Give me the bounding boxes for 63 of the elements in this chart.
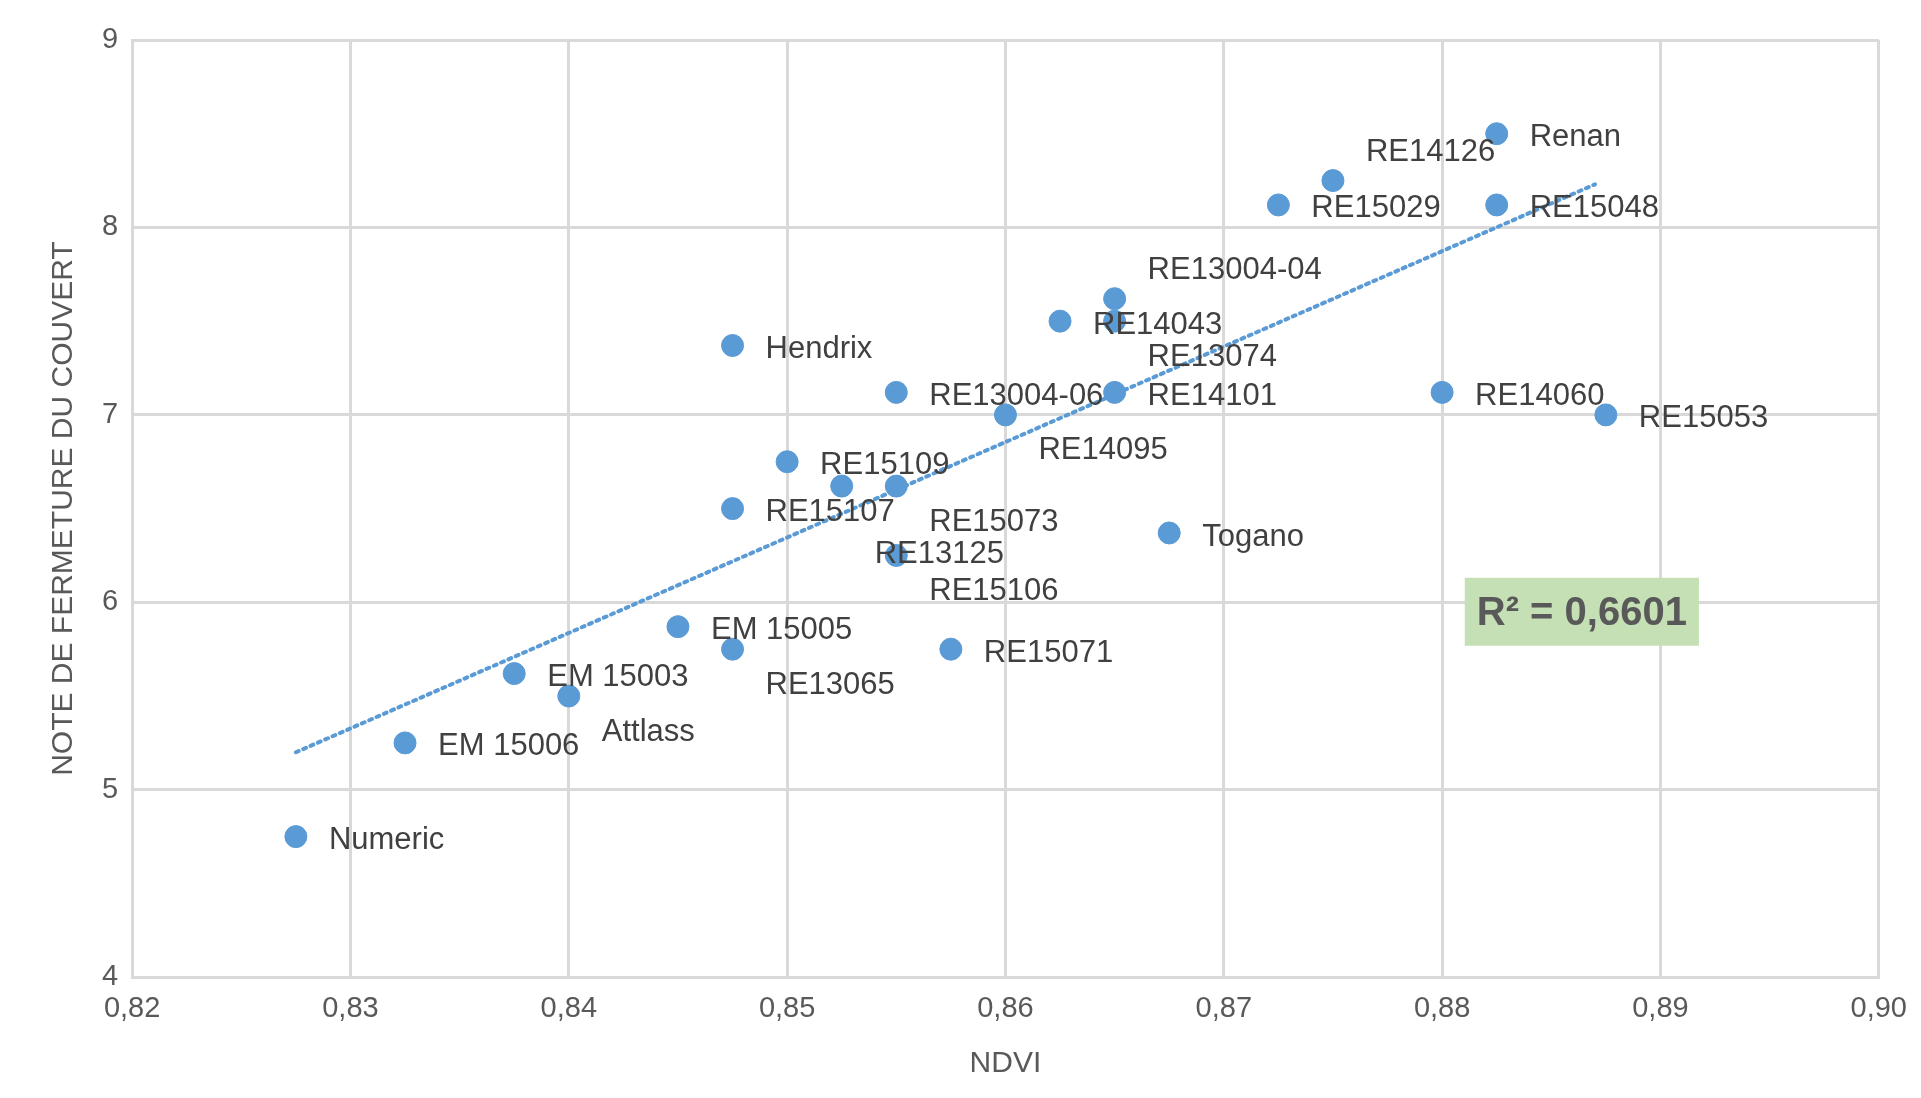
data-label: RE15106 [929,572,1059,608]
data-label: EM 15003 [547,658,689,694]
point [1430,380,1454,404]
point [393,731,417,755]
data-label: RE15029 [1311,189,1441,225]
point [1485,193,1509,217]
point [884,474,908,498]
point [502,662,526,686]
data-label: RE14095 [1038,431,1168,467]
data-label: RE15073 [929,502,1059,538]
data-label: Numeric [328,821,445,857]
y-tick-label: 6 [101,584,119,617]
data-label: Hendrix [765,330,873,366]
data-label: RE15071 [983,633,1114,669]
x-tick-label: 0,89 [1632,990,1689,1023]
point [666,615,690,639]
point [284,825,308,849]
x-tick-label: 0,83 [322,990,379,1023]
point [721,334,745,358]
point [1157,521,1181,545]
data-label: EM 15005 [710,611,853,647]
data-label: RE13065 [765,665,895,701]
point [1594,403,1618,427]
data-label: RE15048 [1529,189,1659,225]
data-label: RE13004-06 [929,376,1104,412]
point [1321,169,1345,193]
x-tick-label: 0,86 [977,990,1034,1023]
point [1103,380,1127,404]
y-tick-label: 9 [101,22,119,54]
data-label: RE14101 [1147,376,1277,412]
y-tick-label: 5 [101,771,119,804]
data-label: RE15053 [1638,399,1769,435]
x-tick-label: 0,85 [758,990,816,1023]
point [1048,309,1072,333]
point [721,497,745,521]
y-axis-title: NOTE DE FERMETURE DU COUVERT [45,241,79,776]
x-axis-title: NDVI [969,1045,1042,1079]
data-label: Renan [1529,118,1622,154]
x-tick-label: 0,84 [540,990,598,1023]
y-tick-label: 8 [101,209,119,242]
data-label: RE14126 [1365,133,1496,169]
data-label: Togano [1202,517,1304,553]
point [557,684,581,708]
point [721,637,745,661]
data-label: RE13004-04 [1147,251,1322,287]
x-tick-label: 0,88 [1413,990,1471,1023]
x-tick-label: 0,90 [1850,990,1908,1023]
x-tick-label: 0,82 [103,990,161,1023]
point [830,474,854,498]
data-label: EM 15006 [438,727,580,763]
point [939,637,963,661]
y-tick-label: 7 [101,396,119,429]
y-tick-label: 4 [101,959,119,992]
point [775,450,799,474]
point [884,380,908,404]
point [1266,193,1290,217]
data-label: RE14060 [1475,376,1605,412]
data-label: RE15109 [820,446,950,482]
x-tick-label: 0,87 [1195,990,1253,1023]
annotation: R² = 0,6601 [1476,588,1687,633]
point [1103,287,1127,311]
data-label: Attlass [601,712,695,748]
point [993,403,1017,427]
